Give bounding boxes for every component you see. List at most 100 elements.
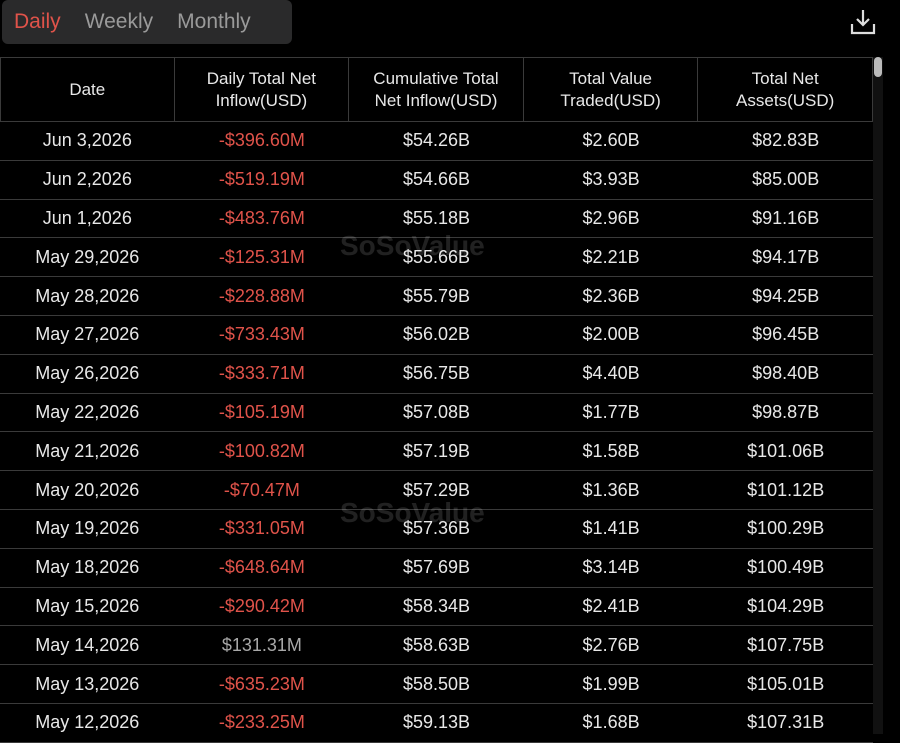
table-cell: $94.17B — [752, 246, 820, 267]
table-cell: $2.96B — [582, 207, 640, 228]
table-row: May 19,2026 -$331.05M $57.36B $1.41B $100.29… — [0, 510, 873, 549]
table-cell: $1.36B — [582, 479, 640, 500]
table-cell: -$125.31M — [218, 246, 305, 267]
table-cell: Jun 3,2026 — [42, 130, 132, 151]
table-cell: $96.45B — [752, 324, 820, 345]
table-row: Jun 2,2026 -$519.19M $54.66B $3.93B $85.00B — [0, 161, 873, 200]
table-row: May 13,2026 -$635.23M $58.50B $1.99B $105.01… — [0, 665, 873, 704]
table-cell: May 19,2026 — [35, 518, 140, 539]
table-cell: $3.93B — [582, 169, 640, 190]
table-cell: $98.40B — [752, 363, 820, 384]
table-cell: May 28,2026 — [35, 285, 140, 306]
table-row: May 15,2026 -$290.42M $58.34B $2.41B $104.29… — [0, 588, 873, 627]
tab[interactable]: Monthly — [177, 10, 251, 33]
table-row: May 22,2026 -$105.19M $57.08B $1.77B $98.87B — [0, 394, 873, 433]
table-cell: $100.29B — [747, 518, 825, 539]
table-cell: $59.13B — [402, 712, 471, 733]
table-cell: $56.75B — [402, 363, 471, 384]
table-cell: May 12,2026 — [35, 712, 140, 733]
table-cell: $57.29B — [402, 479, 471, 500]
table-cell: $2.36B — [582, 285, 640, 306]
table-cell: $57.19B — [402, 440, 471, 461]
table-cell: Jun 1,2026 — [42, 207, 132, 228]
table-cell: -$105.19M — [218, 401, 305, 422]
download-button[interactable] — [848, 7, 878, 37]
table-cell: $54.66B — [402, 169, 471, 190]
table-cell: -$228.88M — [218, 285, 305, 306]
tab[interactable]: Daily — [14, 10, 61, 33]
table-cell: $55.18B — [402, 207, 471, 228]
table-cell: $105.01B — [747, 673, 825, 694]
table-row: May 18,2026 -$648.64M $57.69B $3.14B $100.49… — [0, 549, 873, 588]
table-row: May 20,2026 -$70.47M $57.29B $1.36B $101.12B — [0, 471, 873, 510]
tab[interactable]: Weekly — [84, 10, 154, 33]
table-cell: -$70.47M — [223, 479, 300, 500]
table-row: Jun 1,2026 -$483.76M $55.18B $2.96B $91.16B — [0, 200, 873, 239]
header-cell: Cumulative Total Net Inflow(USD) — [349, 58, 524, 121]
table-cell: -$233.25M — [218, 712, 305, 733]
tab-bar: Daily Weekly Monthly — [2, 0, 292, 44]
table-cell: $1.99B — [582, 673, 640, 694]
table-cell: $1.77B — [582, 401, 640, 422]
table-cell: $2.60B — [582, 130, 640, 151]
header-cell: Total Net Assets(USD) — [698, 58, 873, 121]
table-cell: $107.75B — [747, 634, 825, 655]
table-cell: $131.31M — [221, 634, 302, 655]
table-cell: May 22,2026 — [35, 401, 140, 422]
table-row: May 21,2026 -$100.82M $57.19B $1.58B $101.06… — [0, 432, 873, 472]
table-cell: $57.36B — [402, 518, 471, 539]
table-row: May 27,2026 -$733.43M $56.02B $2.00B $96.45B — [0, 316, 873, 355]
table-cell: -$635.23M — [218, 673, 305, 694]
table-cell: $91.16B — [752, 207, 820, 228]
table-row: May 26,2026 -$333.71M $56.75B $4.40B $98.40B — [0, 355, 873, 394]
table-row: Jun 3,2026 -$396.60M $54.26B $2.60B $82.83B — [0, 122, 873, 161]
header-row: Date Daily Total Net Inflow(USD) Cumulativ… — [0, 57, 873, 122]
table-cell: -$290.42M — [218, 595, 305, 616]
table-cell: $1.41B — [582, 518, 640, 539]
table-cell: $58.63B — [402, 634, 471, 655]
watermark: SoSoValue — [340, 230, 485, 261]
table-cell: May 27,2026 — [35, 324, 140, 345]
table-cell: May 15,2026 — [35, 595, 140, 616]
table-cell: $101.12B — [747, 479, 825, 500]
table-cell: $1.68B — [582, 712, 640, 733]
table-cell: May 29,2026 — [35, 246, 140, 267]
table-cell: $56.02B — [402, 324, 471, 345]
table-cell: -$333.71M — [218, 363, 305, 384]
table-cell: $2.21B — [582, 246, 640, 267]
table-cell: $4.40B — [582, 363, 640, 384]
table-cell: May 14,2026 — [35, 634, 140, 655]
table-cell: $2.41B — [582, 595, 640, 616]
table-cell: $82.83B — [752, 130, 820, 151]
table-row: May 28,2026 -$228.88M $55.79B $2.36B $94.25B — [0, 277, 873, 316]
table-cell: $57.08B — [402, 401, 471, 422]
table-cell: -$100.82M — [218, 440, 305, 461]
table-cell: $1.58B — [582, 440, 640, 461]
scroll-thumb[interactable] — [874, 57, 882, 77]
header-cell: Date — [0, 58, 175, 121]
table-cell: -$648.64M — [218, 557, 305, 578]
table-cell: $55.66B — [402, 246, 471, 267]
table-cell: $57.69B — [402, 557, 471, 578]
table-cell: $54.26B — [402, 130, 471, 151]
table-cell: $58.50B — [402, 673, 471, 694]
table-row: May 29,2026 -$125.31M $55.66B $2.21B $94.17B — [0, 238, 873, 278]
table-row: May 12,2026 -$233.25M $59.13B $1.68B $107.31… — [0, 704, 873, 743]
table-cell: $58.34B — [402, 595, 471, 616]
table-cell: -$733.43M — [218, 324, 305, 345]
table-cell: -$519.19M — [218, 169, 305, 190]
table-cell: May 13,2026 — [35, 673, 140, 694]
table-cell: $94.25B — [752, 285, 820, 306]
table-cell: $2.76B — [582, 634, 640, 655]
table-cell: -$483.76M — [218, 207, 305, 228]
header-cell: Total Value Traded(USD) — [524, 58, 699, 121]
table-cell: $3.14B — [582, 557, 640, 578]
table-cell: $85.00B — [752, 169, 820, 190]
table-cell: $101.06B — [747, 440, 825, 461]
table-cell: $55.79B — [402, 285, 471, 306]
table-cell: $100.49B — [747, 557, 825, 578]
table-cell: $107.31B — [747, 712, 825, 733]
table-cell: May 20,2026 — [35, 479, 140, 500]
scrollbar[interactable] — [873, 57, 883, 734]
